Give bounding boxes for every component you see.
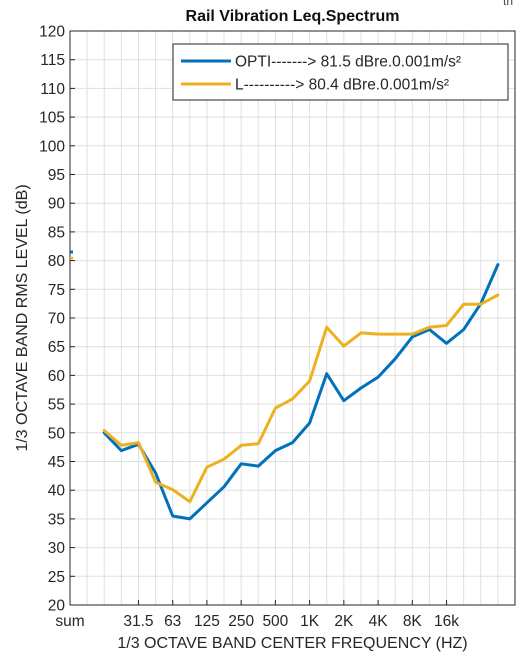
x-tick-label: 31.5 bbox=[123, 613, 153, 630]
y-tick-label: 75 bbox=[48, 282, 65, 299]
y-tick-label: 35 bbox=[48, 511, 65, 528]
y-tick-label: 115 bbox=[40, 52, 65, 69]
y-tick-label: 120 bbox=[39, 24, 65, 41]
y-tick-label: 65 bbox=[48, 339, 65, 356]
series-line-1 bbox=[102, 293, 500, 504]
y-tick-label: 45 bbox=[48, 454, 65, 471]
y-tick-label: 40 bbox=[48, 483, 66, 500]
x-tick-label: 8K bbox=[403, 613, 423, 630]
y-tick-label: 20 bbox=[48, 598, 66, 615]
x-axis-label: 1/3 OCTAVE BAND CENTER FREQUENCY (HZ) bbox=[117, 635, 467, 652]
y-tick-label: 90 bbox=[48, 196, 66, 213]
y-tick-label: 110 bbox=[40, 81, 65, 98]
x-tick-label: 500 bbox=[262, 613, 288, 630]
grid bbox=[70, 31, 515, 605]
y-tick-label: 80 bbox=[48, 253, 66, 270]
y-tick-label: 55 bbox=[48, 397, 65, 414]
y-tick-label: 95 bbox=[48, 167, 65, 184]
x-tick-label: 16k bbox=[434, 613, 459, 630]
x-tick-label: 4K bbox=[369, 613, 389, 630]
chart-title: Rail Vibration Leq.Spectrum bbox=[186, 8, 400, 25]
series-line-0 bbox=[102, 263, 500, 521]
y-tick-label: 60 bbox=[48, 368, 66, 385]
legend-label: L----------> 80.4 dBre.0.001m/s² bbox=[235, 77, 449, 94]
x-tick-label: 1K bbox=[300, 613, 320, 630]
x-tick-label: sum bbox=[55, 613, 84, 630]
y-tick-label: 70 bbox=[48, 311, 66, 328]
y-tick-label: 85 bbox=[48, 224, 65, 241]
x-tick-label: 125 bbox=[194, 613, 220, 630]
y-axis-label: 1/3 OCTAVE BAND RMS LEVEL (dB) bbox=[14, 184, 31, 451]
y-tick-label: 100 bbox=[39, 138, 65, 155]
y-tick-label: 105 bbox=[39, 110, 65, 127]
legend-box bbox=[172, 43, 509, 101]
y-tick-label: 30 bbox=[48, 540, 66, 557]
x-tick-label: 63 bbox=[164, 613, 181, 630]
y-tick-label: 50 bbox=[48, 425, 66, 442]
y-tick-label: 25 bbox=[48, 569, 65, 586]
x-tick-label: 2K bbox=[334, 613, 354, 630]
legend-label: OPTI-------> 81.5 dBre.0.001m/s² bbox=[235, 54, 461, 71]
x-tick-label: 250 bbox=[228, 613, 254, 630]
corner-text: th bbox=[503, 0, 514, 8]
